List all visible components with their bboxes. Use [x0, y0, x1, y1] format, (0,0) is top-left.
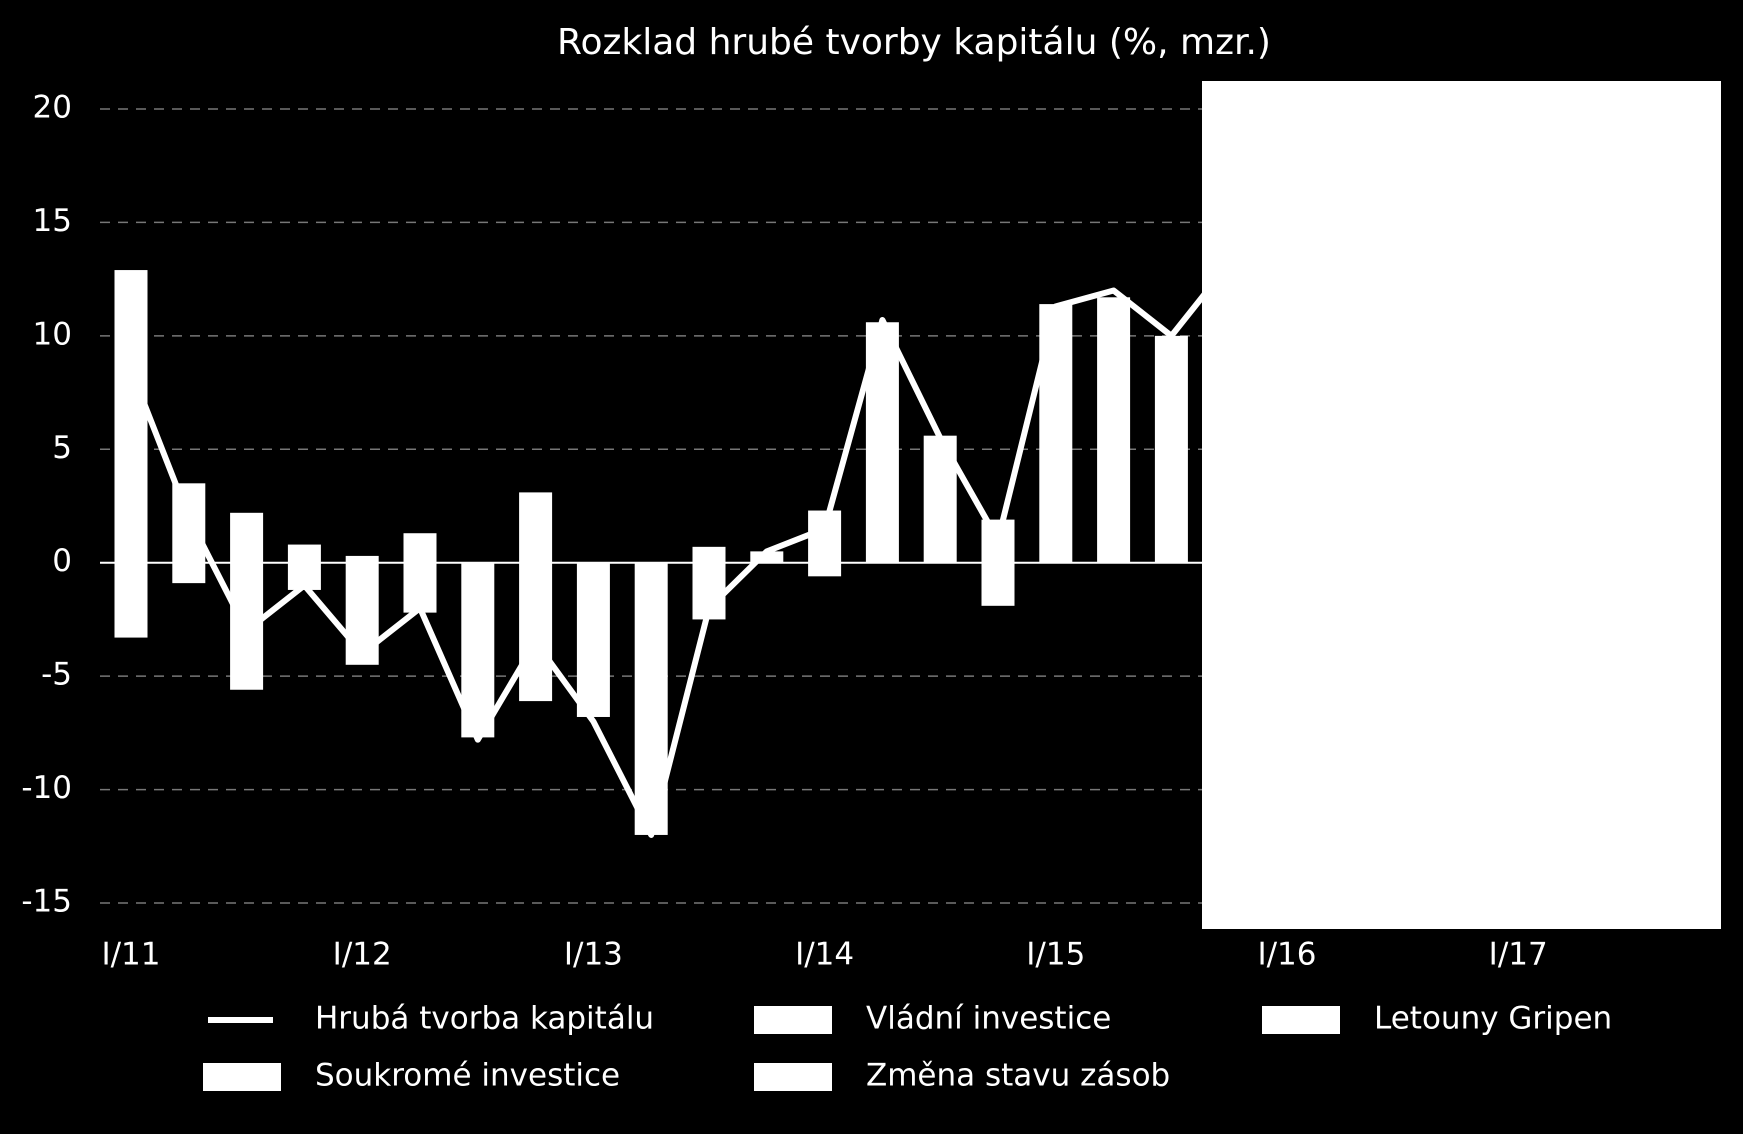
y-tick-label: -5 [41, 657, 72, 693]
x-tick-label: I/12 [333, 937, 392, 973]
legend-swatch [754, 1006, 832, 1034]
bar [287, 544, 321, 563]
bar [403, 562, 437, 613]
legend-label: Letouny Gripen [1374, 1001, 1612, 1037]
y-tick-label: 5 [52, 430, 72, 466]
bar [230, 512, 264, 563]
bar [808, 562, 842, 577]
x-tick-label: I/11 [101, 937, 160, 973]
bar [172, 562, 206, 584]
legend-label: Hrubá tvorba kapitálu [315, 1001, 654, 1037]
x-tick-label: I/13 [564, 937, 623, 973]
legend-label: Soukromé investice [315, 1058, 620, 1094]
x-tick-label: I/17 [1489, 937, 1548, 973]
forecast-area [1202, 81, 1721, 929]
legend-swatch [203, 1063, 281, 1091]
bar [403, 533, 437, 563]
line-series [128, 261, 1232, 838]
bar [519, 562, 553, 702]
y-tick-label: 15 [33, 203, 72, 239]
bar [692, 546, 726, 563]
bar [1097, 297, 1131, 563]
bar [114, 270, 148, 563]
y-tick-label: 10 [33, 316, 72, 352]
x-tick-label: I/14 [795, 937, 854, 973]
bar [981, 562, 1015, 606]
x-tick-label: I/15 [1026, 937, 1085, 973]
bar [750, 551, 784, 563]
bar [576, 562, 610, 717]
chart-title: Rozklad hrubé tvorby kapitálu (%, mzr.) [557, 22, 1271, 63]
legend-label: Vládní investice [866, 1001, 1111, 1037]
legend-swatch [1262, 1006, 1340, 1034]
bar [519, 492, 553, 563]
legend-label: Změna stavu zásob [866, 1058, 1170, 1094]
legend-swatch [754, 1063, 832, 1091]
bar [1154, 335, 1188, 563]
y-tick-label: 0 [52, 543, 72, 579]
y-tick-label: 20 [33, 90, 72, 126]
y-tick-label: -15 [21, 884, 72, 920]
bar [114, 562, 148, 638]
bar [345, 555, 379, 563]
y-tick-label: -10 [21, 770, 72, 806]
x-tick-label: I/16 [1257, 937, 1316, 973]
